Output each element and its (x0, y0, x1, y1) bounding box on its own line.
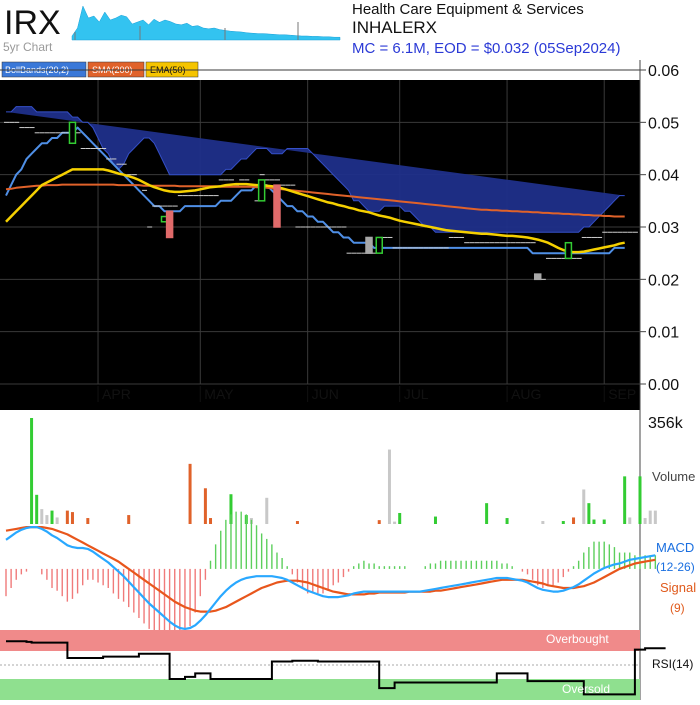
volume-bar (398, 512, 402, 524)
macd-label: MACD (656, 540, 694, 555)
volume-bar (30, 418, 34, 524)
volume-bar (127, 515, 131, 524)
volume-bar (602, 519, 606, 524)
volume-bar (653, 510, 657, 524)
candle-neutral (533, 273, 542, 281)
sector-label: Health Care Equipment & Services (352, 1, 584, 18)
volume-bar (433, 516, 437, 524)
volume-bar (40, 509, 44, 524)
signal-params: (9) (670, 601, 685, 615)
five-year-thumbnail-chart (71, 5, 341, 41)
thumbnail-caption: 5yr Chart (3, 40, 53, 54)
price-y-axis: 0.00 0.01 0.02 0.03 0.04 0.05 0.06 (639, 60, 679, 700)
month-label: APR (102, 386, 131, 402)
volume-bar (209, 518, 213, 524)
volume-bar (648, 510, 652, 524)
volume-bar (393, 521, 397, 524)
ema-50-line (5, 168, 625, 254)
candle-neutral (365, 236, 373, 254)
volume-bar (638, 476, 642, 524)
candle-up (68, 121, 77, 145)
oversold-zone (0, 679, 640, 700)
price-tick-label: 0.06 (648, 63, 679, 80)
signal-label: Signal (660, 580, 696, 595)
signal-line (5, 525, 656, 613)
sma-200-line (5, 183, 625, 218)
thumbnail-price-area (71, 5, 341, 41)
volume-max-label: 356k (648, 415, 684, 432)
volume-bars (30, 418, 657, 524)
rsi-line (6, 640, 666, 696)
bollinger-middle-line (5, 126, 625, 255)
volume-bar (50, 510, 54, 524)
bollinger-band-area (6, 106, 625, 233)
month-label: JUL (404, 386, 429, 402)
volume-bar (505, 518, 509, 524)
company-name: INHALERX (352, 18, 437, 37)
volume-bar (643, 518, 647, 524)
volume-bar (377, 520, 381, 524)
volume-bar (561, 521, 565, 524)
month-label: SEP (608, 386, 636, 402)
volume-bar (35, 494, 39, 524)
volume-bar (229, 494, 233, 524)
rsi-series-layer (0, 630, 666, 700)
candle-up (375, 236, 383, 254)
price-tick-label: 0.00 (648, 377, 679, 394)
volume-bar (265, 497, 269, 524)
month-label: AUG (511, 386, 541, 402)
volume-bar (592, 519, 596, 524)
macd-params: (12-26) (656, 560, 695, 574)
macd-panel (0, 525, 640, 630)
volume-bar (55, 517, 59, 524)
candle-down (273, 184, 281, 228)
volume-bar (86, 518, 90, 524)
market-info: MC = 6.1M, EOD = $0.032 (05Sep2024) (352, 40, 620, 57)
volume-bar (65, 510, 69, 524)
price-tick-label: 0.03 (648, 220, 679, 237)
volume-bar (70, 512, 74, 524)
volume-bar (45, 515, 49, 524)
overbought-label: Overbought (546, 632, 609, 646)
volume-panel (0, 410, 640, 525)
volume-bar (485, 503, 489, 524)
price-tick-label: 0.02 (648, 272, 679, 289)
month-label: MAY (204, 386, 234, 402)
volume-bar (188, 463, 192, 524)
volume-bar (541, 521, 545, 524)
volume-bar (582, 489, 586, 524)
macd-series-layer (5, 511, 657, 640)
volume-bar (295, 521, 299, 524)
price-tick-label: 0.01 (648, 325, 679, 342)
price-series-layer (4, 106, 638, 281)
volume-bar (572, 517, 576, 524)
candle-up (564, 241, 573, 260)
month-label: JUN (312, 386, 339, 402)
price-tick-label: 0.05 (648, 115, 679, 132)
month-x-axis: APR MAY JUN JUL AUG SEP (97, 386, 636, 402)
oversold-label: Oversold (562, 682, 610, 696)
volume-bar (203, 488, 207, 524)
overbought-zone (0, 630, 640, 651)
price-tick-label: 0.04 (648, 168, 679, 185)
candle-down (165, 210, 174, 239)
rsi-label: RSI(14) (652, 657, 693, 671)
volume-bar (628, 517, 632, 524)
volume-bar (587, 503, 591, 524)
volume-bar (387, 449, 391, 524)
macd-line (5, 525, 656, 631)
volume-axis-label: Volume (652, 469, 695, 484)
candle-up (257, 179, 266, 202)
volume-bar (623, 476, 627, 524)
ticker-symbol: IRX (4, 4, 61, 42)
price-grid (0, 69, 640, 385)
